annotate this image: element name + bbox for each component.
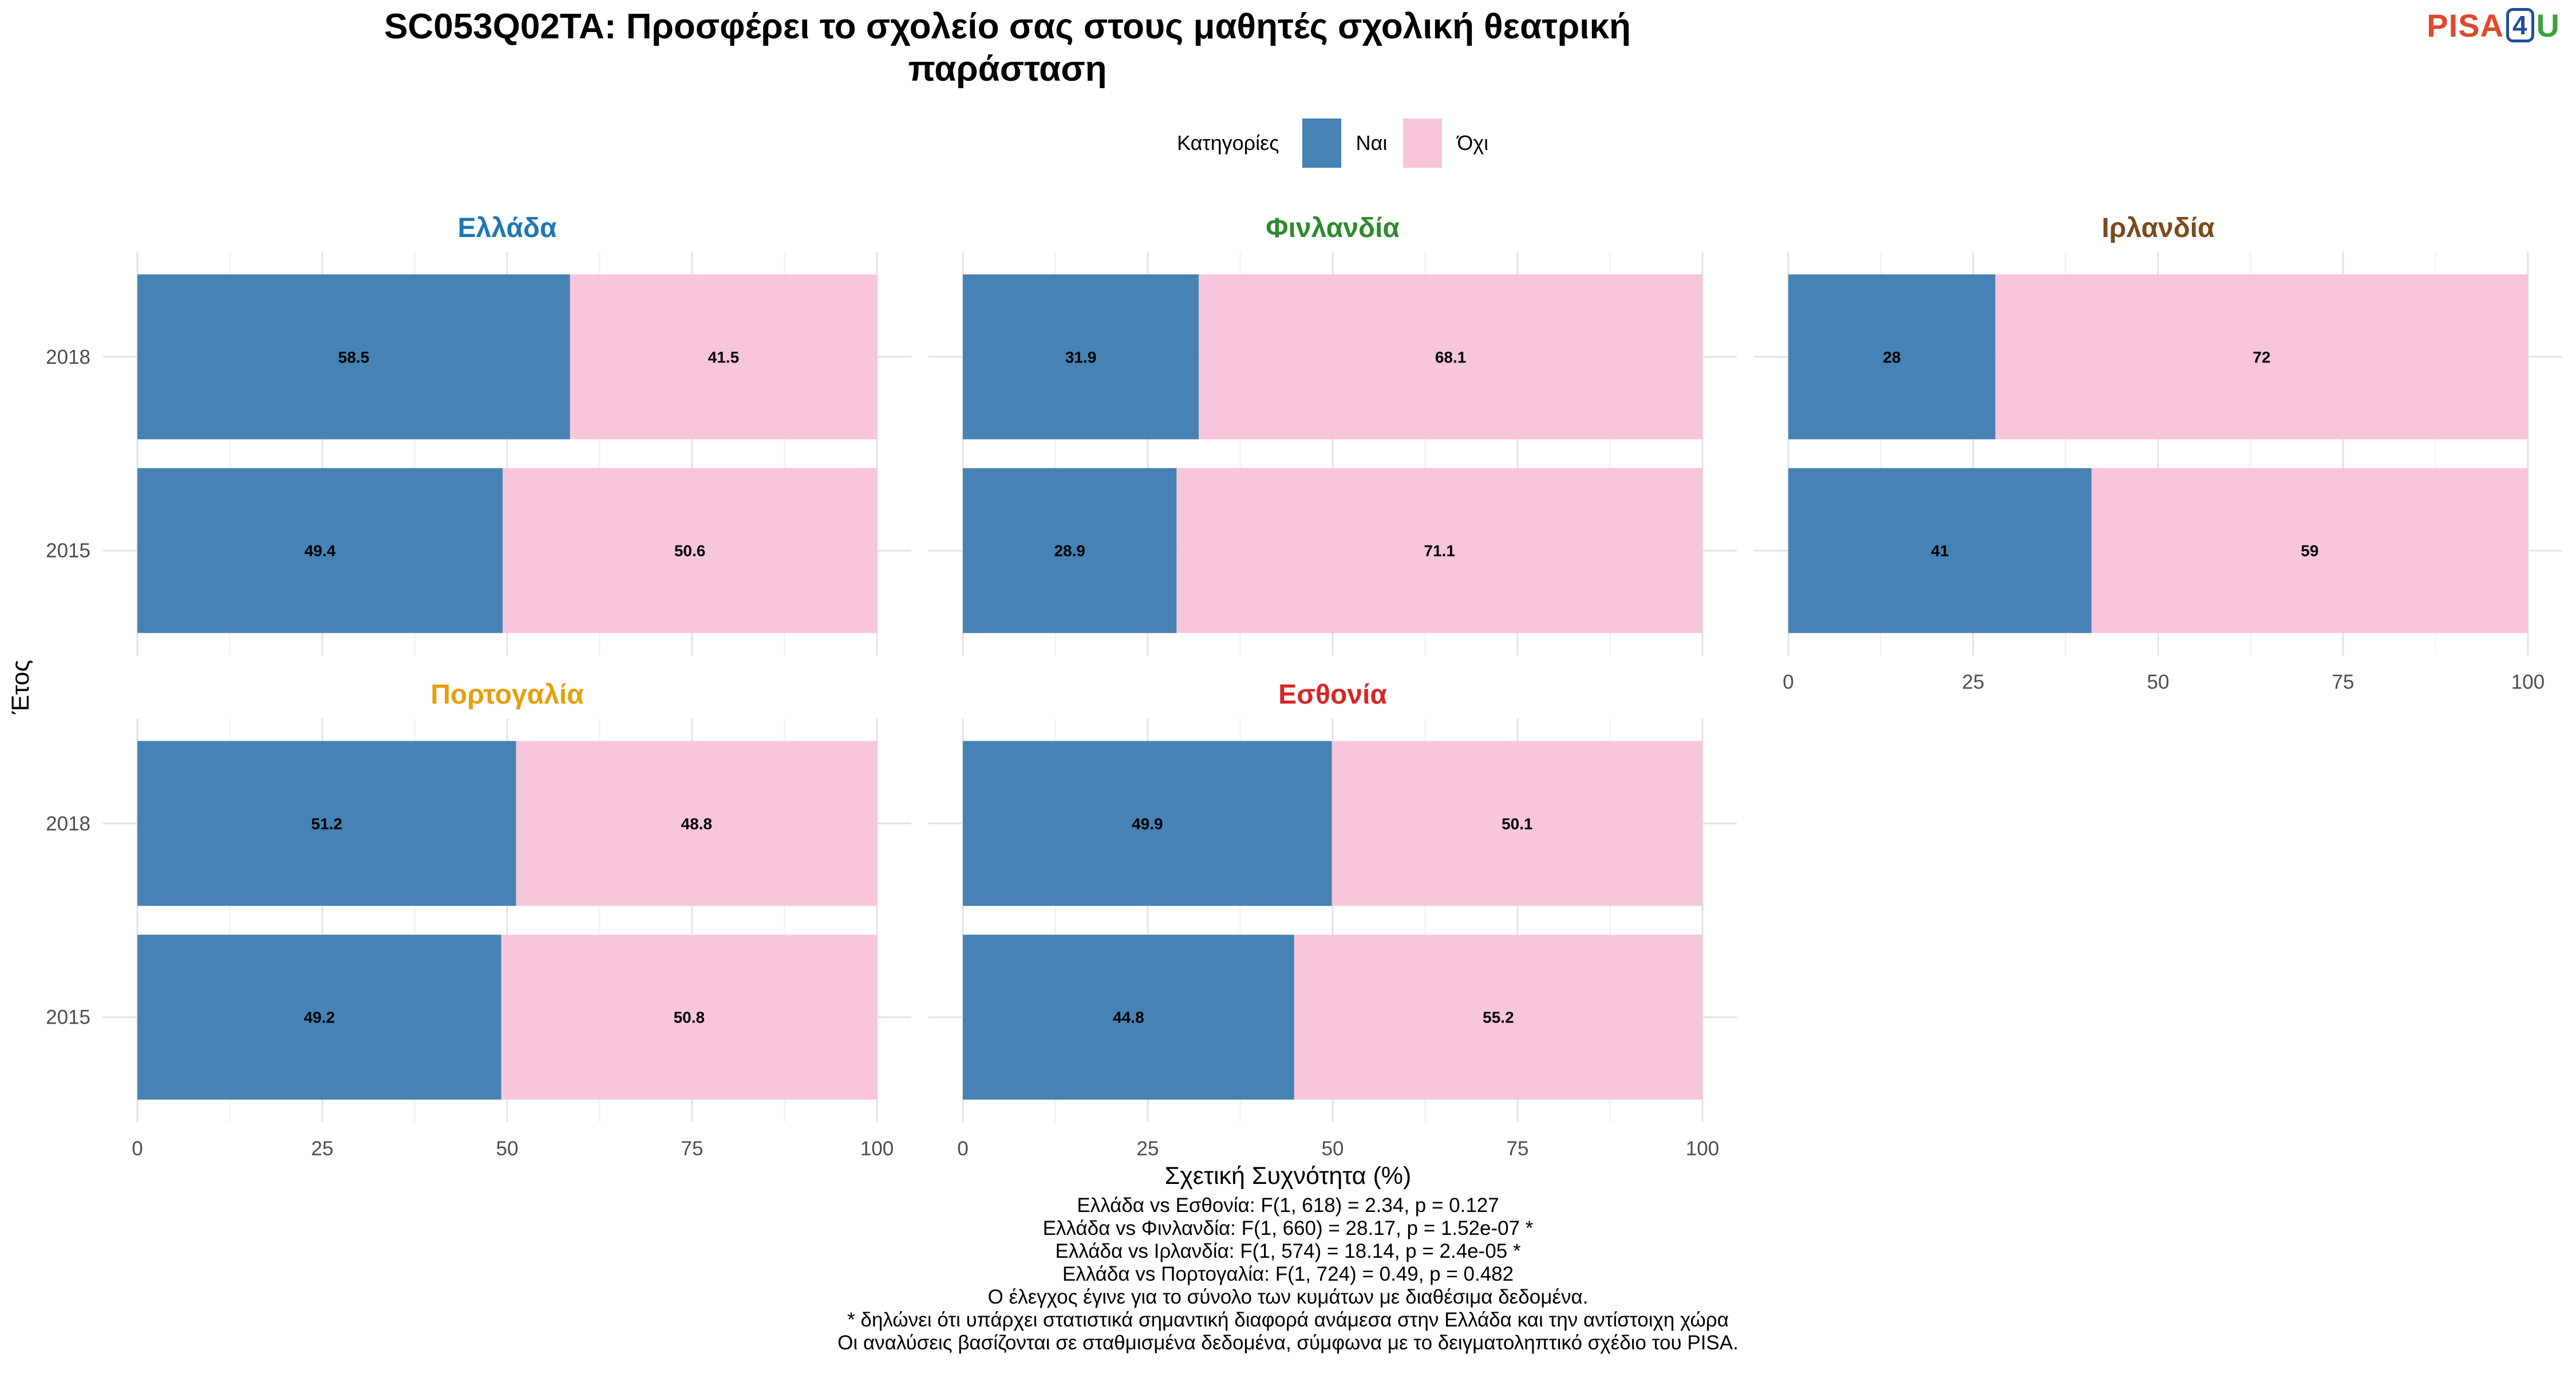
footnote-line: Ελλάδα vs Πορτογαλία: F(1, 724) = 0.49, … — [1062, 1263, 1514, 1285]
bar-yes — [963, 468, 1177, 633]
footnotes: Ελλάδα vs Εσθονία: F(1, 618) = 2.34, p =… — [0, 1194, 2576, 1355]
footnote-line: Ελλάδα vs Ιρλανδία: F(1, 574) = 18.14, p… — [1055, 1240, 1521, 1262]
x-tick-label: 100 — [860, 1138, 894, 1160]
legend-label-no: Όχι — [1457, 131, 1489, 155]
footnote-line: Ελλάδα vs Φινλανδία: F(1, 660) = 28.17, … — [1042, 1217, 1534, 1239]
bar-value-label: 41 — [1931, 542, 1949, 560]
bar-no — [570, 274, 877, 440]
bar-value-label: 55.2 — [1483, 1009, 1514, 1026]
bar-value-label: 68.1 — [1435, 348, 1467, 366]
chart-title-line1: SC053Q02TA: Προσφέρει το σχολείο σας στο… — [384, 7, 1631, 46]
panel-title: Ελλάδα — [458, 213, 557, 243]
bar-value-label: 48.8 — [681, 815, 713, 832]
panel-title: Φινλανδία — [1266, 213, 1400, 243]
footnote-line: Ο έλεγχος έγινε για το σύνολο των κυμάτω… — [987, 1286, 1589, 1308]
x-tick-label: 100 — [2511, 671, 2545, 693]
x-tick-label: 25 — [1962, 671, 1985, 693]
bar-no — [503, 468, 877, 633]
x-tick-label: 50 — [1322, 1138, 1344, 1160]
bar-no — [1176, 468, 1702, 633]
bar-yes — [137, 274, 570, 440]
bar-value-label: 44.8 — [1113, 1009, 1144, 1026]
bar-no — [2091, 468, 2528, 633]
bar-yes — [137, 934, 501, 1100]
bar-yes — [1788, 274, 1996, 440]
bar-yes — [137, 741, 516, 906]
bar-value-label: 72 — [2253, 348, 2270, 366]
bar-no — [501, 934, 877, 1100]
panel-title: Πορτογαλία — [430, 680, 584, 710]
bar-value-label: 28.9 — [1054, 542, 1085, 560]
x-axis-title: Σχετική Συχνότητα (%) — [1165, 1162, 1412, 1190]
panel-title: Ιρλανδία — [2101, 213, 2215, 243]
bar-value-label: 71.1 — [1424, 542, 1455, 560]
x-tick-label: 75 — [681, 1138, 704, 1160]
legend-key-no — [1403, 119, 1443, 168]
bar-value-label: 49.2 — [304, 1009, 335, 1026]
legend: Κατηγορίες Ναι Όχι — [1177, 114, 1504, 172]
x-tick-label: 25 — [1137, 1138, 1159, 1160]
bar-value-label: 28 — [1883, 348, 1901, 366]
faceted-bar-chart: Ελλάδα 58.5 41.5 49.4 50.6 2018 2015 Φινλανδία 3… — [7, 213, 2562, 1190]
bar-value-label: 50.6 — [674, 542, 706, 560]
footnote-line: * δηλώνει ότι υπάρχει στατιστικά σημαντι… — [847, 1309, 1729, 1331]
bar-value-label: 58.5 — [338, 348, 370, 366]
legend-key-yes — [1302, 119, 1341, 168]
bar-yes — [137, 468, 503, 633]
x-tick-label: 100 — [1686, 1138, 1719, 1160]
bar-yes — [963, 274, 1199, 440]
pisa4u-logo: PISA 4 U — [2427, 7, 2560, 44]
bar-value-label: 41.5 — [708, 348, 740, 366]
footnote-line: Οι αναλύσεις βασίζονται σε σταθμισμένα δ… — [837, 1332, 1739, 1354]
bar-value-label: 51.2 — [311, 815, 343, 832]
y-tick-label: 2018 — [46, 812, 90, 835]
x-tick-label: 25 — [311, 1138, 334, 1160]
y-tick-label: 2015 — [46, 1006, 90, 1029]
x-tick-label: 0 — [132, 1138, 143, 1160]
bar-value-label: 31.9 — [1065, 348, 1097, 366]
x-tick-label: 50 — [496, 1138, 519, 1160]
bar-no — [1294, 934, 1702, 1100]
bar-yes — [963, 741, 1332, 906]
y-axis-title: Έτος — [7, 660, 34, 715]
legend-label-yes: Ναι — [1356, 131, 1388, 155]
y-tick-label: 2015 — [46, 540, 90, 562]
x-tick-label: 0 — [1783, 671, 1793, 693]
bar-value-label: 59 — [2301, 542, 2318, 560]
footnote-line: Ελλάδα vs Εσθονία: F(1, 618) = 2.34, p =… — [1077, 1194, 1499, 1217]
panel-title: Εσθονία — [1278, 680, 1387, 710]
bar-value-label: 50.8 — [674, 1009, 705, 1026]
logo-pisa-text: PISA — [2427, 7, 2504, 44]
x-tick-label: 0 — [957, 1138, 968, 1160]
bar-no — [1199, 274, 1702, 440]
logo-four-box: 4 — [2506, 8, 2534, 42]
chart-title-line2: παράσταση — [908, 49, 1107, 89]
x-tick-label: 75 — [2332, 671, 2354, 693]
bar-value-label: 50.1 — [1502, 815, 1533, 832]
bar-yes — [963, 934, 1294, 1100]
bar-no — [1332, 741, 1702, 906]
bar-value-label: 49.4 — [305, 542, 336, 560]
bar-value-label: 49.9 — [1132, 815, 1163, 832]
x-tick-label: 75 — [1507, 1138, 1529, 1160]
chart-title: SC053Q02TA: Προσφέρει το σχολείο σας στο… — [0, 6, 2015, 90]
legend-title: Κατηγορίες — [1177, 131, 1279, 155]
logo-u-text: U — [2536, 7, 2560, 44]
bar-no — [516, 741, 877, 906]
y-tick-label: 2018 — [46, 346, 90, 368]
x-tick-label: 50 — [2147, 671, 2170, 693]
bar-no — [1995, 274, 2528, 440]
bar-yes — [1788, 468, 2092, 633]
